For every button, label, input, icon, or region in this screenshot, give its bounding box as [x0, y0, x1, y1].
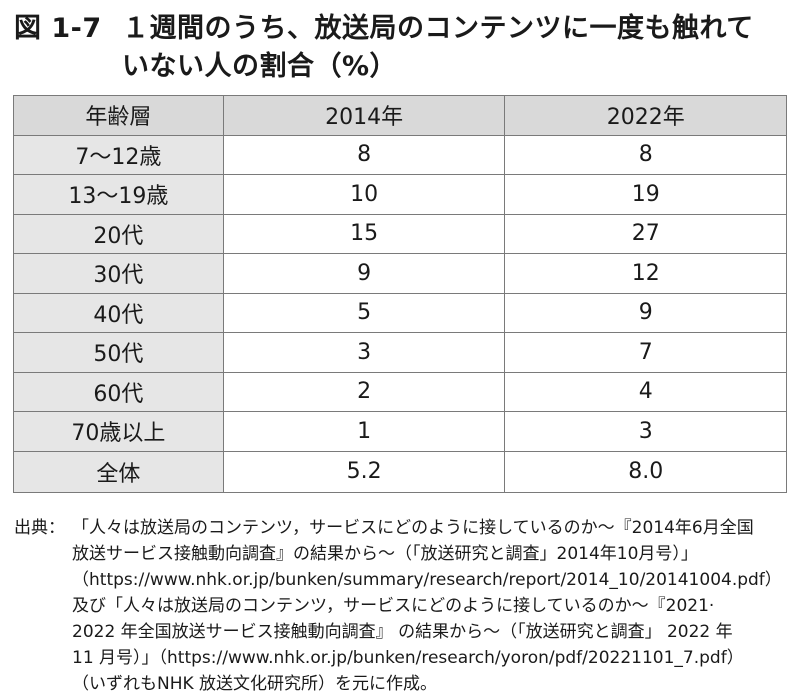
table-row: 60代 2 4 — [13, 371, 787, 412]
table-row-total: 全体 5.2 8.0 — [13, 450, 787, 493]
age-cell: 70歳以上 — [13, 411, 224, 452]
table-row: 70歳以上 1 3 — [13, 411, 787, 452]
value-2022-cell: 3 — [504, 411, 787, 452]
age-cell: 全体 — [13, 450, 224, 493]
source-line: （いずれもNHK 放送文化研究所）を元に作成。 — [72, 674, 438, 694]
table-header-row: 年齢層 2014年 2022年 — [13, 95, 787, 136]
value-2022-cell: 7 — [504, 332, 787, 373]
age-cell: 7～12歳 — [13, 134, 224, 175]
value-2014-cell: 1 — [222, 411, 506, 452]
figure-title: 図 1-7 １週間のうち、放送局のコンテンツに一度も触れて いない人の割合（%） — [14, 10, 754, 86]
value-2014-cell: 8 — [222, 134, 506, 175]
header-2014: 2014年 — [222, 95, 506, 136]
table-row: 30代 9 12 — [13, 253, 787, 294]
source-text: 「人々は放送局のコンテンツ，サービスにどのように接しているのか～『2014年6月… — [72, 515, 790, 697]
source-line: （https://www.nhk.or.jp/bunken/summary/re… — [72, 570, 782, 590]
table-row: 13～19歳 10 19 — [13, 174, 787, 215]
source-line: 11 月号）」（https://www.nhk.or.jp/bunken/res… — [72, 648, 744, 668]
source-line: 放送サービス接触動向調査』の結果から～（「放送研究と調査」2014年10月号）」 — [72, 544, 698, 564]
figure-title-line1: １週間のうち、放送局のコンテンツに一度も触れて — [122, 13, 754, 44]
age-cell: 30代 — [13, 253, 224, 294]
figure-number: 図 1-7 — [14, 13, 102, 44]
value-2022-cell: 9 — [504, 292, 787, 333]
table-row: 50代 3 7 — [13, 332, 787, 373]
figure-title-line2: いない人の割合（%） — [122, 51, 398, 82]
value-2014-cell: 5 — [222, 292, 506, 333]
data-table: 年齢層 2014年 2022年 7～12歳 8 8 13～19歳 10 19 2… — [13, 95, 787, 493]
value-2014-cell: 2 — [222, 371, 506, 412]
value-2014-cell: 15 — [222, 213, 506, 254]
value-2014-cell: 10 — [222, 174, 506, 215]
age-cell: 13～19歳 — [13, 174, 224, 215]
value-2014-cell: 9 — [222, 253, 506, 294]
table-row: 40代 5 9 — [13, 292, 787, 333]
value-2014-cell: 5.2 — [222, 450, 506, 493]
value-2022-cell: 8 — [504, 134, 787, 175]
age-cell: 50代 — [13, 332, 224, 373]
source-note: 出典： 「人々は放送局のコンテンツ，サービスにどのように接しているのか～『201… — [14, 515, 790, 697]
source-label: 出典： — [14, 518, 65, 538]
source-line: 2022 年全国放送サービス接触動向調査』 の結果から～（「放送研究と調査」 2… — [72, 622, 733, 642]
source-line: 及び「人々は放送局のコンテンツ，サービスにどのように接しているのか～『2021· — [72, 596, 715, 616]
value-2014-cell: 3 — [222, 332, 506, 373]
value-2022-cell: 4 — [504, 371, 787, 412]
age-cell: 60代 — [13, 371, 224, 412]
value-2022-cell: 12 — [504, 253, 787, 294]
age-cell: 20代 — [13, 213, 224, 254]
table-row: 7～12歳 8 8 — [13, 134, 787, 175]
value-2022-cell: 19 — [504, 174, 787, 215]
age-cell: 40代 — [13, 292, 224, 333]
header-2022: 2022年 — [504, 95, 787, 136]
value-2022-cell: 27 — [504, 213, 787, 254]
table-row: 20代 15 27 — [13, 213, 787, 254]
header-age-group: 年齢層 — [13, 95, 224, 136]
source-line: 「人々は放送局のコンテンツ，サービスにどのように接しているのか～『2014年6月… — [72, 518, 754, 538]
value-2022-cell: 8.0 — [504, 450, 787, 493]
